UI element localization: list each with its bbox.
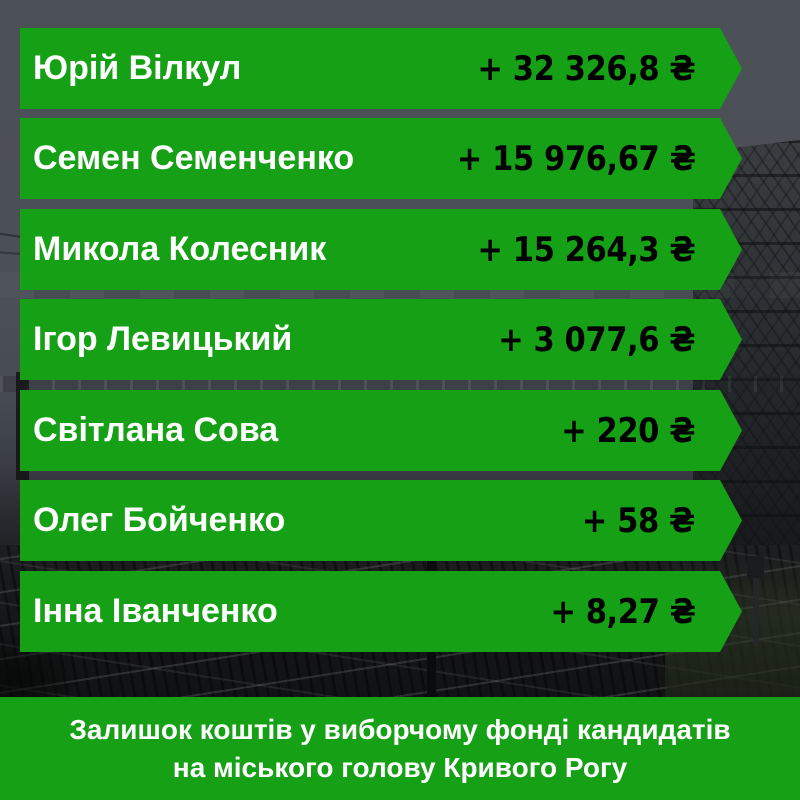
- candidate-banner: Світлана Сова + 220 ₴: [20, 390, 742, 471]
- candidate-name: Юрій Вілкул: [33, 49, 242, 87]
- candidate-banner: Микола Колесник + 15 264,3 ₴: [20, 209, 742, 290]
- candidate-amount: + 58 ₴: [582, 500, 696, 541]
- candidate-amount: + 3 077,6 ₴: [498, 319, 696, 360]
- signal-pole: [753, 560, 759, 646]
- candidate-amount: + 15 264,3 ₴: [477, 229, 696, 270]
- caption-line-1: Залишок коштів у виборчому фонді кандида…: [69, 713, 731, 745]
- candidate-banner: Юрій Вілкул + 32 326,8 ₴: [20, 28, 742, 109]
- candidate-name: Ігор Левицький: [33, 320, 293, 358]
- candidate-amount: + 32 326,8 ₴: [477, 48, 696, 89]
- platform-edge-band: [0, 376, 800, 392]
- candidate-banner: Олег Бойченко + 58 ₴: [20, 480, 742, 561]
- candidate-name: Микола Колесник: [33, 230, 327, 268]
- candidate-name: Олег Бойченко: [33, 501, 286, 539]
- candidate-amount: + 8,27 ₴: [550, 591, 696, 632]
- candidate-amount: + 220 ₴: [561, 410, 696, 451]
- caption-line-2: на міського голову Кривого Рогу: [172, 751, 628, 783]
- candidate-name: Семен Семенченко: [33, 139, 355, 177]
- candidate-name: Інна Іванченко: [33, 592, 278, 630]
- caption-bar: Залишок коштів у виборчому фонді кандида…: [0, 697, 800, 800]
- candidate-name: Світлана Сова: [33, 411, 279, 449]
- candidate-banner: Семен Семенченко + 15 976,67 ₴: [20, 118, 742, 199]
- signal-head: [747, 556, 764, 578]
- candidate-banner: Інна Іванченко + 8,27 ₴: [20, 571, 742, 652]
- candidate-banner: Ігор Левицький + 3 077,6 ₴: [20, 299, 742, 380]
- candidate-amount: + 15 976,67 ₴: [456, 138, 696, 179]
